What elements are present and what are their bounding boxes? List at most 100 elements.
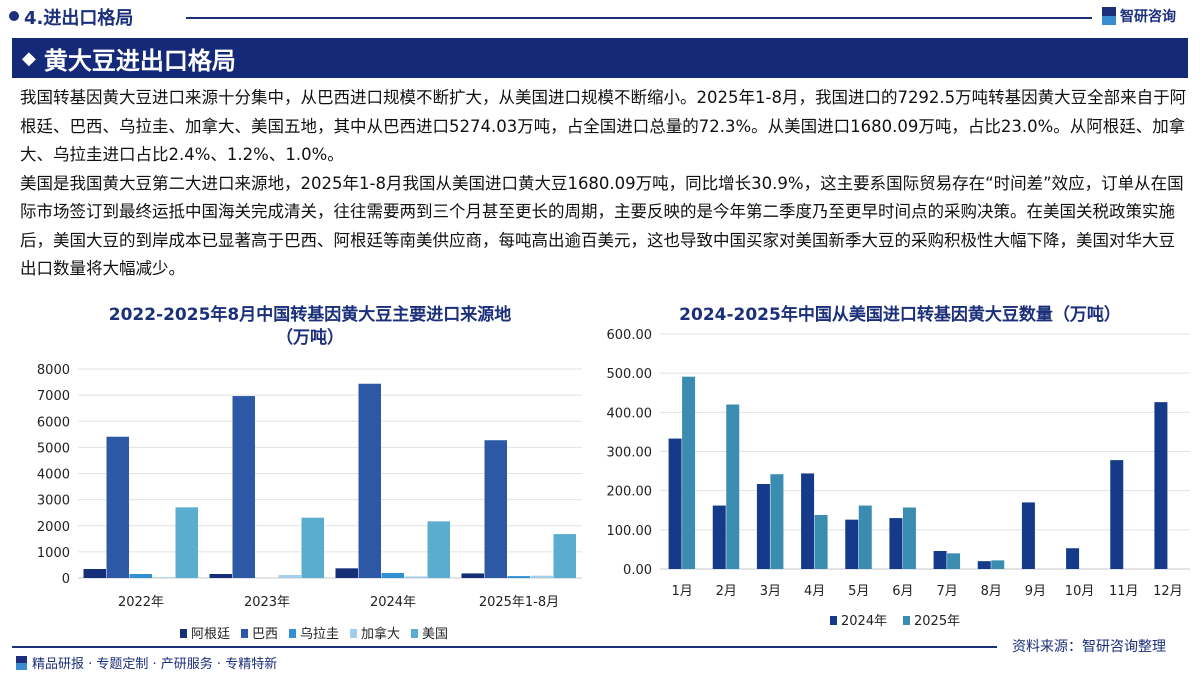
x-tick-label: 6月 [892,584,913,599]
paragraph: 美国是我国黄大豆第二大进口来源地，2025年1-8月我国从美国进口黄大豆1680… [20,173,1184,279]
bar-巴西-2024年 [358,383,381,578]
legend-swatch [241,629,248,638]
bar-巴西-2023年 [232,396,255,578]
source-note: 资料来源：智研咨询整理 [1012,639,1166,655]
bar-2024年-1月 [668,438,682,569]
y-tick-label: 2000 [37,520,70,535]
bar-2025年-7月 [947,553,961,569]
logo-icon [1102,7,1116,25]
paragraph: 我国转基因黄大豆进口来源十分集中，从巴西进口规模不断扩大，从美国进口规模不断缩小… [20,88,1187,164]
brand-logo: 智研咨询 [1102,6,1176,26]
bar-2024年-11月 [1110,460,1124,569]
legend-swatch [350,629,357,638]
bar-2024年-12月 [1154,402,1168,569]
bar-巴西-2022年 [106,436,129,578]
x-tick-label: 11月 [1109,584,1139,599]
bar-加拿大-2023年 [278,574,301,578]
diamond-icon: ◆ [22,47,36,69]
legend-label: 2025年 [914,614,960,629]
y-tick-label: 3000 [37,494,70,509]
y-tick-label: 300.00 [607,446,653,461]
chart-title-right: 2024-2025年中国从美国进口转基因黄大豆数量（万吨） [679,305,1121,325]
y-tick-label: 5000 [37,441,70,456]
chart-title: 2022-2025年8月中国转基因黄大豆主要进口来源地 [108,305,512,325]
bar-2025年-4月 [814,514,828,569]
y-tick-label: 500.00 [607,367,653,382]
chart-title-left: 2022-2025年8月中国转基因黄大豆主要进口来源地 （万吨） [40,304,580,350]
body-text: 我国转基因黄大豆进口来源十分集中，从巴西进口规模不断扩大，从美国进口规模不断缩小… [20,84,1188,284]
legend-label: 加拿大 [361,626,400,642]
legend-label: 美国 [422,627,448,642]
legend-swatch [903,616,910,625]
y-tick-label: 8000 [37,363,70,378]
section-header: 4.进出口格局 智研咨询 [0,0,1200,34]
legend-swatch [830,616,837,625]
legend-label: 乌拉圭 [300,626,339,642]
bar-巴西-2025年1-8月 [484,440,507,578]
footer-text: 精品研报 · 专题定制 · 产研服务 · 专精特新 [32,657,278,672]
bar-2024年-3月 [756,484,770,569]
bar-美国-2025年1-8月 [553,534,576,578]
y-tick-label: 6000 [37,415,70,430]
x-tick-label: 2月 [716,584,737,599]
divider [186,17,1092,19]
chart-subtitle: （万吨） [276,328,344,348]
bar-美国-2022年 [175,507,198,578]
y-tick-label: 7000 [37,389,70,404]
x-tick-label: 2024年 [370,595,416,610]
section-title: 4.进出口格局 [24,8,134,29]
y-tick-label: 0 [62,572,70,587]
bar-2024年-8月 [977,561,991,569]
bar-乌拉圭-2022年 [129,574,152,578]
y-tick-label: 100.00 [607,524,653,539]
logo-text: 智研咨询 [1120,9,1176,25]
x-tick-label: 5月 [848,584,869,599]
bar-2024年-4月 [801,473,815,569]
x-tick-label: 12月 [1153,584,1183,599]
bullet-icon [9,11,19,21]
page-banner: ◆ 黄大豆进出口格局 [12,38,1188,78]
page-title: 黄大豆进出口格局 [43,46,236,75]
x-tick-label: 1月 [671,584,692,599]
legend-swatch [180,629,187,638]
bar-2024年-5月 [845,519,859,569]
x-tick-label: 2023年 [244,595,290,610]
bar-乌拉圭-2024年 [381,573,404,578]
x-tick-label: 8月 [981,584,1002,599]
y-tick-label: 4000 [37,468,70,483]
bar-2024年-10月 [1066,548,1080,569]
y-tick-label: 0.00 [623,563,652,578]
bar-2024年-7月 [933,550,947,569]
legend-label: 2024年 [841,614,887,629]
legend-swatch [289,629,296,638]
bar-2025年-2月 [726,404,740,569]
bar-2024年-2月 [712,505,726,569]
bar-美国-2024年 [427,521,450,578]
bar-阿根廷-2023年 [209,574,232,578]
y-tick-label: 600.00 [607,328,653,343]
x-tick-label: 2025年1-8月 [479,595,559,610]
x-tick-label: 3月 [760,584,781,599]
y-tick-label: 1000 [37,546,70,561]
y-tick-label: 400.00 [607,406,653,421]
x-tick-label: 4月 [804,584,825,599]
bar-加拿大-2022年 [152,577,175,578]
legend-label: 巴西 [252,627,278,642]
bar-美国-2023年 [301,517,324,578]
bar-加拿大-2024年 [404,576,427,578]
x-tick-label: 9月 [1025,584,1046,599]
bar-乌拉圭-2025年1-8月 [507,576,530,578]
bar-2025年-8月 [991,560,1005,569]
y-tick-label: 200.00 [607,485,653,500]
footer-divider [12,646,997,648]
x-tick-label: 2022年 [118,595,164,610]
bar-2025年-1月 [682,376,696,569]
bar-2025年-6月 [902,507,916,569]
bar-2025年-3月 [770,474,784,569]
x-tick-label: 7月 [936,584,957,599]
bar-加拿大-2025年1-8月 [530,575,553,578]
bar-2024年-9月 [1021,502,1035,569]
bar-阿根廷-2024年 [335,568,358,578]
bar-2024年-6月 [889,518,903,569]
